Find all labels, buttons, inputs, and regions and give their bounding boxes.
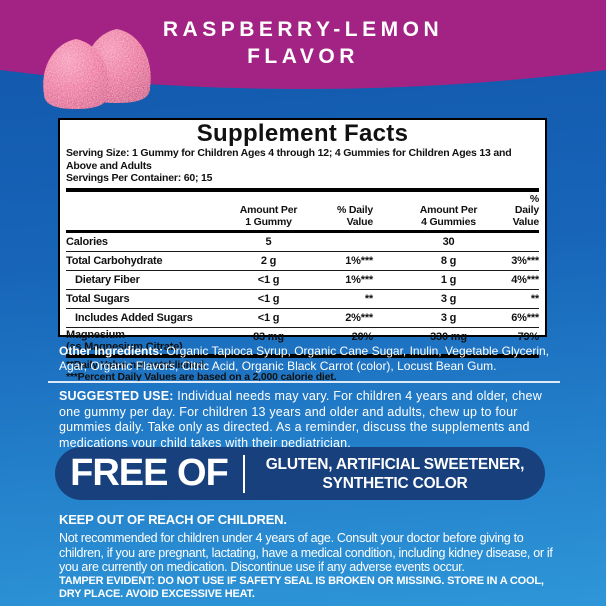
flavor-band-shape [0,0,606,89]
servings-per-container: Servings Per Container: 60; 15 [66,172,213,184]
flavor-line2: FLAVOR [247,45,359,68]
other-ingredients-label: Other Ingredients: [59,344,164,358]
tamper-evident-warning: TAMPER EVIDENT: DO NOT USE IF SAFETY SEA… [59,575,544,600]
footnote-percent: ***Percent Daily Values are based on a 2… [66,370,337,383]
not-recommended-warning: Not recommended for children under 4 yea… [59,531,553,574]
free-of-items: GLUTEN, ARTIFICIAL SWEETENER, SYNTHETIC … [265,455,525,492]
col-daily-value-1: % Daily Value [337,204,373,228]
keep-out-warning: KEEP OUT OF REACH OF CHILDREN. [59,512,287,527]
table-row: Total Sugars <1 g ** 3 g ** [66,289,539,308]
flavor-title: RASPBERRY-LEMON FLAVOR [0,16,606,70]
col-amount-4-gummies: Amount Per 4 Gummies [419,204,478,228]
gummy-drops-image [43,29,151,109]
table-row: Includes Added Sugars <1 g 2%*** 3 g 6%*… [66,308,539,327]
gummy-front [43,39,109,109]
divider-thick [66,187,539,192]
free-of-title: FREE OF [70,452,229,494]
other-ingredients: Other Ingredients: Organic Tapioca Syrup… [59,344,549,374]
free-of-banner: FREE OF GLUTEN, ARTIFICIAL SWEETENER, SY… [55,447,545,500]
suggested-use-text: Individual needs may vary. For children … [59,389,542,450]
suggested-use: SUGGESTED USE: Individual needs may vary… [59,389,553,451]
col-amount-1-gummy: Amount Per 1 Gummy [239,204,298,228]
divider-thick [66,354,539,358]
supplement-facts-panel: Supplement Facts Serving Size: 1 Gummy f… [58,118,547,382]
footnote-dv: **Daily Value not established. [66,359,207,371]
suggested-use-label: SUGGESTED USE: [59,389,174,403]
table-row-magnesium: Magnesium (as Magnesium Citrate) 83 mg 2… [66,327,539,353]
divider-line [48,381,560,383]
table-row: Calories 5 30 [66,236,455,248]
facts-column-headers: Amount Per 1 Gummy % Daily Value Amount … [66,192,539,231]
supplement-facts-title: Supplement Facts [196,120,409,147]
other-ingredients-text: Organic Tapioca Syrup, Organic Cane Suga… [59,344,550,373]
col-daily-value-2: % Daily Value [512,192,540,228]
free-of-divider [243,454,245,493]
divider-thick [66,230,539,233]
table-row: Total Carbohydrate 2 g 1%*** 8 g 3%*** [66,251,539,270]
facts-footnotes: **Daily Value not established. ***Percen… [66,358,539,383]
serving-size: Serving Size: 1 Gummy for Children Ages … [66,147,512,172]
flavor-line1: RASPBERRY-LEMON [162,18,444,41]
table-row: Dietary Fiber <1 g 1%*** 1 g 4%*** [66,270,539,289]
